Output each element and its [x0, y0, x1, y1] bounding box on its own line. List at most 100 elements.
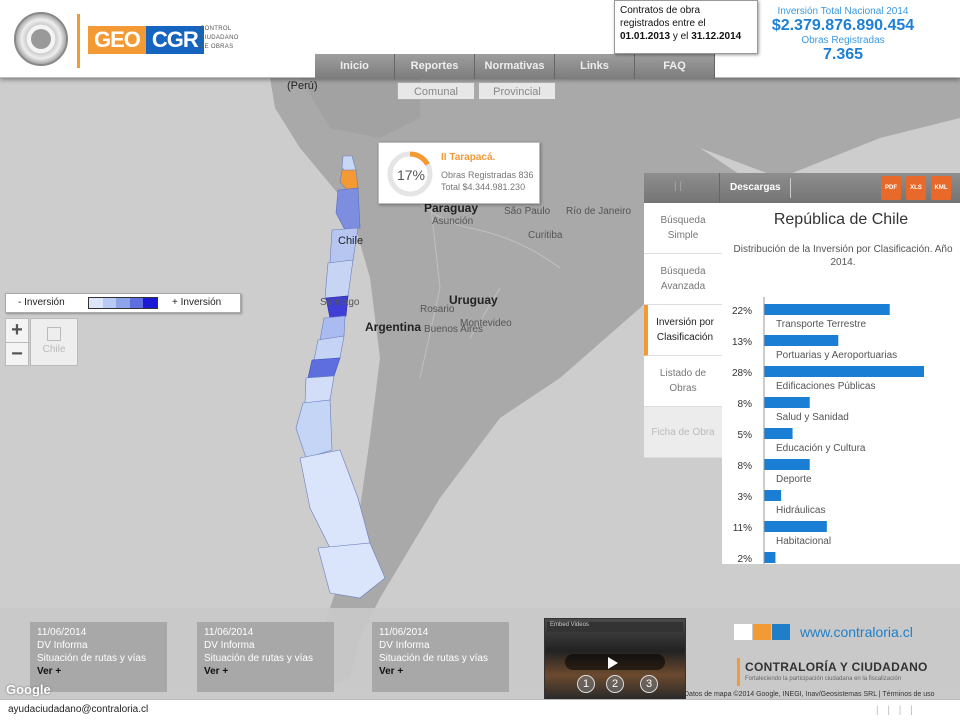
carousel-page-2[interactable]: 2 [606, 675, 624, 693]
bar-3[interactable] [764, 366, 924, 377]
news-link[interactable]: Ver + [379, 666, 404, 677]
nav-faq[interactable]: FAQ [635, 54, 715, 79]
map-label-santiago: Santiago [320, 297, 360, 308]
bar-value-label: 3% [738, 492, 753, 503]
legend-low-label: - Inversión [18, 297, 65, 308]
zoom-out-button[interactable]: − [6, 342, 28, 365]
contract-line-3: 01.01.2013 y el 31.12.2014 [620, 30, 752, 43]
logo-geo: GEO [88, 26, 146, 54]
map-label-argentina: Argentina [365, 320, 422, 334]
brand-title: CONTRALORÍA Y CIUDADANO [745, 660, 928, 674]
news-card[interactable]: 11/06/2014 DV Informa Situación de rutas… [197, 622, 334, 692]
legend-high-label: + Inversión [172, 297, 222, 308]
bar-value-label: 8% [738, 461, 753, 472]
toolbar-separator [790, 178, 791, 198]
logo-divider [77, 14, 80, 68]
tooltip-total: Total $4.344.981.230 [441, 182, 526, 192]
contract-range-box: Contratos de obra registrados entre el 0… [614, 0, 758, 54]
map-label-buenos-aires: Buenos Aires [424, 324, 483, 335]
tab-busqueda-avanzada[interactable]: Búsqueda Avanzada [644, 254, 722, 305]
bar-7[interactable] [764, 490, 782, 501]
panel-toggle[interactable] [644, 173, 720, 203]
bar-category-label: Habitacional [776, 536, 831, 547]
contract-date-from: 01.01.2013 [620, 31, 671, 42]
investment-stats: Inversión Total Nacional 2014 $2.379.876… [768, 6, 918, 64]
news-text: Situación de rutas y vías [37, 653, 146, 664]
news-date: 11/06/2014 [204, 627, 254, 638]
bar-1[interactable] [764, 304, 890, 315]
bar-category-label: Deporte [776, 474, 812, 485]
carousel-page-3[interactable]: 3 [640, 675, 658, 693]
bar-9[interactable] [764, 552, 776, 563]
news-card[interactable]: 11/06/2014 DV Informa Situación de rutas… [30, 622, 167, 692]
bar-8[interactable] [764, 521, 827, 532]
tooltip-percent: 17% [396, 167, 426, 183]
investment-legend: - Inversión + Inversión [5, 293, 241, 313]
reportes-subnav: Comunal Provincial [397, 82, 556, 100]
chile-regions[interactable] [295, 155, 386, 599]
news-link[interactable]: Ver + [204, 666, 229, 677]
chile-view-button[interactable]: Chile [30, 318, 78, 366]
bar-value-label: 22% [732, 306, 752, 317]
news-source: DV Informa [37, 640, 88, 651]
nav-normativas[interactable]: Normativas [475, 54, 555, 79]
bar-category-label: Educación y Cultura [776, 443, 866, 454]
subnav-provincial[interactable]: Provincial [478, 82, 556, 100]
logo-sub-line-1: CONTROL [200, 26, 232, 32]
play-icon[interactable] [608, 657, 618, 669]
bar-category-label: Salud y Sanidad [776, 412, 849, 423]
tab-inversion-clasificacion[interactable]: Inversión por Clasificación [644, 305, 722, 356]
contract-line-2: registrados entre el [620, 18, 706, 29]
news-source: DV Informa [204, 640, 255, 651]
news-card[interactable]: 11/06/2014 DV Informa Situación de rutas… [372, 622, 509, 692]
subnav-comunal[interactable]: Comunal [397, 82, 475, 100]
footer: 11/06/2014 DV Informa Situación de rutas… [0, 608, 960, 720]
nav-links[interactable]: Links [555, 54, 635, 79]
geocgr-logo[interactable]: GEO CGR [88, 26, 204, 54]
legend-ramp-step [116, 298, 130, 308]
bar-5[interactable] [764, 428, 793, 439]
nav-reportes[interactable]: Reportes [395, 54, 475, 79]
logo-sub-line-2: CIUDADANO [200, 35, 239, 41]
xls-download-icon[interactable]: XLS [906, 176, 926, 200]
bar-4[interactable] [764, 397, 810, 408]
brand-subtitle: Fortaleciendo la participación ciudadana… [745, 676, 902, 682]
investment-bar-chart: 22% Transporte Terrestre 13% Portuarias y A… [732, 297, 924, 564]
nav-inicio[interactable]: Inicio [315, 54, 395, 79]
news-date: 11/06/2014 [37, 627, 87, 638]
map-label-rio: Río de Janeiro [566, 206, 632, 217]
map-label-paraguay: Paraguay [424, 201, 479, 215]
chart-area: República de Chile Distribución de la In… [722, 203, 960, 564]
tab-busqueda-simple[interactable]: Búsqueda Simple [644, 203, 722, 254]
legend-color-ramp [88, 297, 158, 309]
kml-download-icon[interactable]: KML [931, 176, 951, 200]
tooltip-works: Obras Registradas 836 [441, 170, 534, 180]
map-attribution[interactable]: Datos de mapa ©2014 Google, INEGI, Inav/… [684, 691, 935, 698]
bar-value-label: 2% [738, 554, 753, 564]
legend-ramp-step [143, 298, 157, 308]
bar-2[interactable] [764, 335, 839, 346]
brand-square [734, 624, 752, 640]
brand-squares [734, 624, 791, 640]
bar-6[interactable] [764, 459, 810, 470]
brand-bar [737, 658, 740, 686]
brand-square [753, 624, 771, 640]
bar-value-label: 13% [732, 337, 752, 348]
video-carousel[interactable]: Embed Videos 1 2 3 [544, 618, 686, 700]
contact-email[interactable]: ayudaciudadano@contraloria.cl [8, 704, 149, 715]
news-text: Situación de rutas y vías [204, 653, 313, 664]
zoom-in-button[interactable]: + [11, 319, 23, 341]
brand-square [772, 624, 790, 640]
works-label: Obras Registradas [801, 35, 885, 46]
bar-category-label: Transporte Terrestre [776, 319, 866, 330]
news-link[interactable]: Ver + [37, 666, 62, 677]
site-link[interactable]: www.contraloria.cl [800, 624, 913, 640]
carousel-page-1[interactable]: 1 [577, 675, 595, 693]
map-label-peru: (Perú) [287, 80, 318, 92]
legend-ramp-step [89, 298, 103, 308]
pdf-download-icon[interactable]: PDF [881, 176, 901, 200]
tab-listado-obras[interactable]: Listado de Obras [644, 356, 722, 407]
legend-ramp-step [129, 298, 144, 308]
contraloria-seal-logo [14, 12, 68, 66]
bar-category-label: Edificaciones Públicas [776, 381, 876, 392]
